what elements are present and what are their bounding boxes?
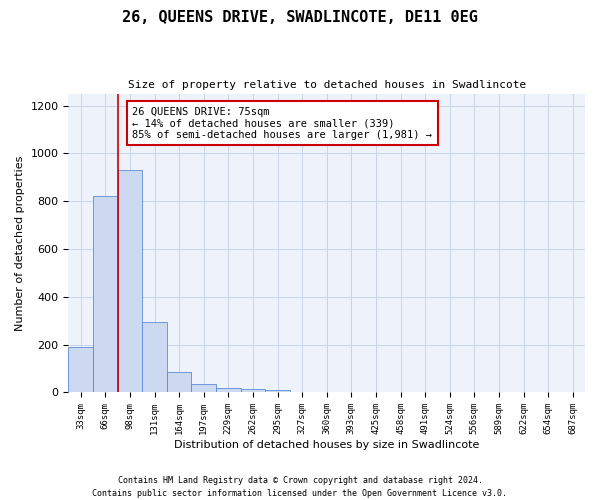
Bar bbox=[167, 372, 191, 392]
Title: Size of property relative to detached houses in Swadlincote: Size of property relative to detached ho… bbox=[128, 80, 526, 90]
Bar bbox=[142, 322, 167, 392]
Bar bbox=[68, 347, 93, 393]
X-axis label: Distribution of detached houses by size in Swadlincote: Distribution of detached houses by size … bbox=[174, 440, 479, 450]
Bar bbox=[241, 389, 265, 392]
Text: 26, QUEENS DRIVE, SWADLINCOTE, DE11 0EG: 26, QUEENS DRIVE, SWADLINCOTE, DE11 0EG bbox=[122, 10, 478, 25]
Bar bbox=[265, 390, 290, 392]
Bar bbox=[216, 388, 241, 392]
Text: 26 QUEENS DRIVE: 75sqm
← 14% of detached houses are smaller (339)
85% of semi-de: 26 QUEENS DRIVE: 75sqm ← 14% of detached… bbox=[133, 106, 433, 140]
Bar bbox=[118, 170, 142, 392]
Y-axis label: Number of detached properties: Number of detached properties bbox=[15, 156, 25, 330]
Bar bbox=[93, 196, 118, 392]
Bar bbox=[191, 384, 216, 392]
Text: Contains HM Land Registry data © Crown copyright and database right 2024.
Contai: Contains HM Land Registry data © Crown c… bbox=[92, 476, 508, 498]
